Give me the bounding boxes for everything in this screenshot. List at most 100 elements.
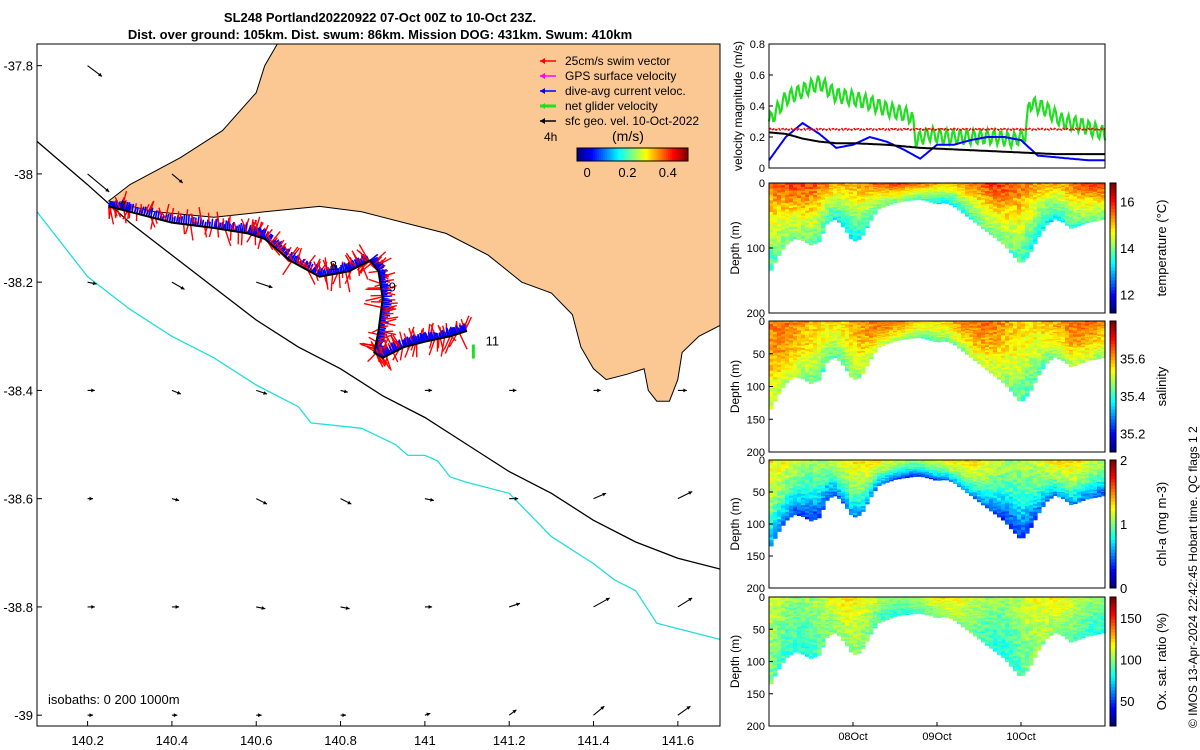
section-cell: [1089, 189, 1094, 192]
section-cell: [961, 198, 966, 201]
section-cell: [881, 194, 886, 196]
section-cell: [897, 193, 902, 195]
section-cell: [817, 235, 822, 239]
section-cell: [1005, 211, 1010, 214]
section-cell: [997, 198, 1002, 201]
section-cell: [829, 217, 834, 219]
section-cell: [805, 379, 810, 382]
section-cell: [1017, 251, 1022, 255]
colorbar-cell: [602, 148, 606, 161]
section-cell: [1013, 230, 1018, 234]
section-cell: [1053, 197, 1058, 200]
section-cell: [781, 207, 786, 210]
section-cell: [861, 198, 866, 201]
section-cell: [877, 202, 882, 205]
section-cell: [801, 184, 806, 188]
section-cell: [849, 225, 854, 228]
section-cell: [1057, 210, 1062, 213]
section-cell: [857, 194, 862, 197]
section-cell: [989, 225, 994, 229]
section-cell: [1025, 210, 1030, 214]
section-cell: [889, 185, 894, 188]
current-vector: [140, 206, 145, 216]
swim-vector: [161, 212, 168, 222]
section-cell: [777, 211, 782, 215]
section-cell: [937, 196, 942, 198]
section-cell: [929, 339, 934, 341]
section-cell: [773, 246, 778, 250]
section-cell: [789, 322, 794, 326]
section-cell: [1013, 200, 1018, 204]
section-cell: [769, 326, 774, 331]
section-cell: [989, 198, 994, 201]
section-cell: [917, 197, 922, 199]
section-cell: [1041, 208, 1046, 211]
map-frame: [36, 43, 721, 727]
section-cell: [877, 207, 882, 210]
section-cell: [881, 193, 886, 195]
section-cell: [873, 211, 878, 214]
section-cell: [1065, 220, 1070, 223]
section-cell: [773, 183, 778, 187]
section-cell: [773, 345, 778, 349]
section-cell: [945, 199, 950, 201]
section-cell: [997, 219, 1002, 223]
section-cell: [857, 192, 862, 195]
section-cell: [893, 196, 898, 198]
section-cell: [1009, 248, 1014, 251]
section-cell: [769, 329, 774, 334]
section-cell: [989, 184, 994, 187]
section-cell: [1093, 205, 1098, 208]
section-cell: [829, 204, 834, 207]
section-cell: [805, 194, 810, 198]
section-cell: [817, 218, 822, 221]
section-cell: [785, 221, 790, 225]
section-cell: [861, 209, 866, 212]
section-cell: [789, 326, 794, 330]
section-cell: [1049, 210, 1054, 212]
section-cell: [1065, 209, 1070, 212]
section-cell: [1089, 210, 1094, 212]
section-cell: [857, 211, 862, 214]
section-cell: [1053, 215, 1058, 218]
section-cell: [1097, 209, 1102, 211]
section-cell: [829, 214, 834, 217]
section-cell: [957, 191, 962, 194]
section-cell: [1057, 204, 1062, 206]
section-cell: [821, 199, 826, 202]
section-cell: [1065, 204, 1070, 206]
section-cell: [797, 233, 802, 237]
section-cell: [929, 197, 934, 199]
section-cell: [1093, 207, 1098, 209]
section-cell: [1093, 191, 1098, 194]
current-vector: [378, 328, 386, 331]
section-cell: [781, 216, 786, 219]
section-cell: [1061, 198, 1066, 201]
section-cell: [865, 203, 870, 206]
section-cell: [1041, 200, 1046, 203]
section-cell: [777, 384, 782, 388]
section-cell: [977, 205, 982, 208]
section-cell: [861, 191, 866, 194]
section-cell: [985, 223, 990, 226]
map-y-tick-label: -38: [14, 167, 33, 182]
velocity-ylabel: velocity magnitude (m/s): [731, 41, 745, 171]
section-cell: [1053, 198, 1058, 201]
section-cell: [993, 232, 998, 235]
section-cell: [1065, 212, 1070, 215]
section-cell: [1021, 201, 1026, 205]
section-cell: [817, 185, 822, 188]
section-cell: [993, 195, 998, 199]
section-cell: [889, 187, 894, 190]
section-cell: [997, 208, 1002, 211]
section-cell: [1093, 183, 1098, 185]
section-cell: [845, 206, 850, 209]
section-cell: [981, 199, 986, 202]
section-cell: [945, 183, 950, 185]
section-cell: [785, 203, 790, 206]
section-cell: [773, 243, 778, 248]
section-cell: [769, 341, 774, 345]
section-cell: [1081, 210, 1086, 213]
current-vector: [422, 332, 426, 342]
section-cell: [841, 209, 846, 212]
